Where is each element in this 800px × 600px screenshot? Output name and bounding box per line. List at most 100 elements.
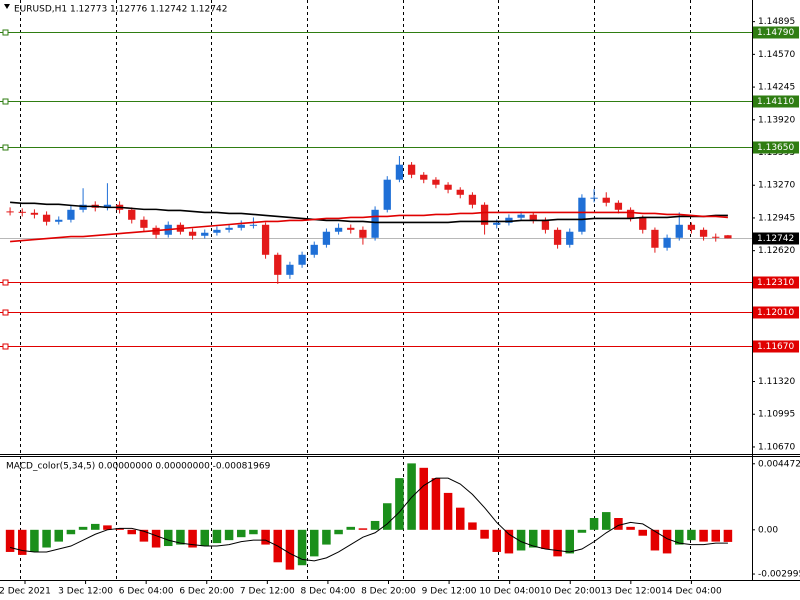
- moving-average: [10, 201, 728, 224]
- level-handle: [2, 144, 9, 151]
- macd-bar: [236, 529, 246, 538]
- candle-body: [468, 194, 477, 205]
- y-tick-label: 1.10670: [758, 442, 795, 452]
- macd-bar: [127, 529, 137, 535]
- level-tag: [753, 95, 799, 108]
- candle-body: [444, 184, 452, 190]
- macd-bar: [30, 529, 39, 552]
- candle-body: [67, 209, 75, 220]
- candle-body: [626, 209, 635, 218]
- candle-body: [274, 254, 282, 275]
- level-tag: [753, 26, 799, 39]
- x-tick-label: 10 Dec 20:00: [540, 587, 601, 597]
- candle-body: [602, 197, 610, 203]
- macd-bar: [687, 529, 696, 541]
- candle-body: [566, 231, 574, 245]
- macd-bar: [699, 529, 708, 542]
- candle-body: [225, 227, 233, 230]
- candle-body: [18, 211, 26, 213]
- macd-bar: [528, 529, 538, 548]
- level-tag-label: 1.12310: [757, 278, 794, 288]
- macd-bar: [723, 529, 733, 542]
- candle-body: [480, 204, 489, 225]
- level-tag: [753, 340, 799, 353]
- chart-arrow: [4, 4, 10, 9]
- candle-body: [383, 179, 391, 210]
- x-tick-label: 2 Dec 2021: [0, 587, 51, 597]
- macd-bar: [407, 463, 416, 530]
- macd-bar: [334, 529, 343, 535]
- macd-bar: [662, 529, 672, 554]
- candle-body: [237, 224, 245, 228]
- macd-bar: [614, 518, 623, 530]
- macd-bar: [395, 478, 404, 530]
- macd-bar: [431, 478, 441, 530]
- candle-body: [541, 219, 550, 230]
- macd-bar: [115, 528, 124, 530]
- macd-bar: [370, 520, 380, 530]
- macd-bar: [516, 529, 526, 551]
- macd-bar: [103, 525, 112, 530]
- y-tick-label: 1.10995: [758, 410, 795, 420]
- macd-bar: [468, 522, 477, 530]
- level-handle: [2, 309, 9, 316]
- y-tick-label: 1.14245: [758, 83, 795, 93]
- macd-bar: [455, 507, 465, 530]
- macd-bar: [176, 529, 185, 545]
- macd-bar: [224, 529, 234, 541]
- candle-body: [6, 211, 14, 213]
- y-tick-label: 1.14570: [758, 50, 795, 60]
- macd-bar: [358, 528, 368, 530]
- macd-tick-label: -0.0029956: [758, 570, 800, 580]
- y-tick-label: 1.14895: [758, 17, 795, 27]
- candle-body: [201, 232, 209, 236]
- macd-bar: [78, 526, 88, 530]
- macd-tick-label: 0.0044729: [758, 459, 800, 469]
- plot-layer: [0, 29, 752, 570]
- macd-signal: [9, 477, 728, 562]
- candle-body: [407, 164, 416, 175]
- candle-body: [371, 209, 379, 238]
- y-tick-label: 1.12945: [758, 213, 795, 223]
- x-tick-label: 10 Dec 04:00: [479, 587, 540, 597]
- macd-bar: [589, 518, 599, 530]
- y-tick-label: 1.13270: [758, 181, 795, 191]
- x-tick-label: 8 Dec 04:00: [301, 587, 356, 597]
- candle-body: [432, 179, 440, 185]
- level-tag-label: 1.14790: [757, 28, 794, 38]
- candle-body: [420, 174, 428, 180]
- candle-body: [286, 264, 294, 275]
- macd-tick-label: 0.00: [758, 525, 778, 535]
- macd-bar: [5, 529, 15, 552]
- macd-bar: [42, 529, 51, 548]
- macd-bar: [90, 523, 100, 530]
- level-tag-label: 1.14110: [757, 97, 794, 107]
- candle-body: [505, 217, 513, 223]
- candle-body: [140, 219, 148, 228]
- level-tag-label: 1.11670: [757, 342, 794, 352]
- level-tag: [753, 141, 799, 154]
- candle-body: [213, 229, 221, 233]
- macd-bar: [188, 529, 197, 548]
- candle-body: [578, 197, 586, 232]
- x-tick-label: 7 Dec 12:00: [240, 587, 295, 597]
- x-tick-label: 3 Dec 12:00: [58, 587, 113, 597]
- candle-body: [663, 237, 671, 248]
- current-price-label: 1.12742: [757, 234, 794, 244]
- candle-body: [639, 217, 647, 230]
- macd-bar: [504, 529, 514, 554]
- macd-label: MACD_color(5,34,5) 0.00000000 0.00000000…: [6, 462, 271, 472]
- candle-body: [724, 235, 732, 239]
- candle-body: [529, 214, 537, 220]
- candle-body: [55, 219, 63, 222]
- level-tag-label: 1.12010: [757, 308, 794, 318]
- candle-body: [651, 229, 659, 248]
- macd-bar: [309, 529, 319, 557]
- level-handle: [2, 98, 9, 105]
- candle-body: [42, 214, 51, 222]
- candle-body: [310, 244, 318, 255]
- macd-bar: [261, 529, 270, 545]
- candle-body: [298, 254, 306, 265]
- current-price-tag: [753, 232, 799, 245]
